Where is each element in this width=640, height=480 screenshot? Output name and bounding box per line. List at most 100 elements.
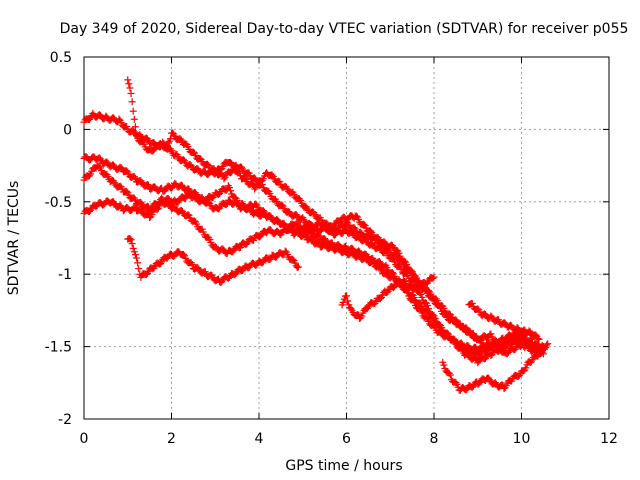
data-point [328, 239, 336, 247]
data-point [137, 177, 145, 185]
data-point [535, 335, 543, 343]
data-point [487, 330, 495, 338]
data-point [174, 198, 182, 206]
y-axis-label: SDTVAR / TECUs [6, 181, 22, 296]
data-point [241, 174, 249, 182]
data-point [131, 196, 139, 204]
data-point [522, 328, 530, 336]
data-point [110, 198, 118, 206]
data-point [397, 256, 405, 264]
data-point [315, 232, 323, 240]
data-point [405, 265, 413, 273]
data-point [130, 173, 138, 181]
data-point [290, 231, 298, 239]
x-tick-label: 6 [342, 431, 351, 447]
data-point [474, 359, 482, 367]
data-point [234, 168, 242, 176]
data-point [192, 192, 200, 200]
x-tick-labels: 0 2 4 6 8 10 12 [80, 431, 618, 447]
data-point [137, 199, 145, 207]
data-point [131, 251, 139, 259]
data-point [485, 374, 493, 382]
x-tick-label: 8 [430, 431, 439, 447]
data-point [376, 295, 384, 303]
data-point [194, 165, 202, 173]
data-point [124, 76, 132, 84]
data-point [225, 184, 233, 192]
data-point [159, 138, 167, 146]
data-point [344, 297, 352, 305]
data-point [176, 135, 184, 143]
data-point [248, 180, 256, 188]
x-tick-label: 2 [167, 431, 176, 447]
data-point [268, 171, 276, 179]
data-point [295, 195, 303, 203]
data-point [127, 236, 135, 244]
data-point [126, 235, 134, 243]
data-point [509, 332, 517, 340]
data-point [194, 264, 202, 272]
data-point [501, 319, 509, 327]
data-point [433, 297, 441, 305]
data-point [475, 380, 483, 388]
data-point [429, 274, 437, 282]
data-point [227, 158, 235, 166]
data-point [126, 84, 134, 92]
data-point [301, 224, 309, 232]
y-tick-label: 0 [63, 122, 72, 138]
data-point [544, 340, 552, 348]
data-point [123, 123, 131, 131]
data-point [460, 323, 468, 331]
data-point [222, 201, 230, 209]
data-point [399, 276, 407, 284]
data-point [538, 344, 546, 352]
data-point [302, 203, 310, 211]
data-point [125, 80, 133, 88]
data-point [227, 187, 235, 195]
data-point [164, 139, 172, 147]
data-points [80, 76, 552, 394]
data-point [245, 169, 253, 177]
data-point [233, 196, 241, 204]
data-point [468, 300, 476, 308]
data-point [432, 295, 440, 303]
data-point [274, 216, 282, 224]
data-point [350, 224, 358, 232]
data-point [157, 143, 165, 151]
x-axis-label: GPS time / hours [285, 458, 402, 474]
y-tick-labels: 0.5 0 -0.5 -1 -1.5 -2 [45, 50, 72, 428]
data-point [266, 256, 274, 264]
data-point [466, 328, 474, 336]
data-point [239, 266, 247, 274]
data-point [446, 311, 454, 319]
data-point [495, 316, 503, 324]
data-point [187, 259, 195, 267]
data-point [430, 273, 438, 281]
data-point [534, 335, 542, 343]
data-point [129, 244, 137, 252]
data-point [256, 233, 264, 241]
data-point [378, 239, 385, 247]
data-point [440, 361, 448, 369]
data-point [347, 305, 355, 313]
data-point [501, 336, 509, 344]
data-point [481, 344, 489, 352]
y-tick-label: -1.5 [45, 340, 72, 356]
data-point [135, 265, 143, 273]
data-point [360, 220, 368, 228]
data-point [501, 344, 509, 352]
data-point [128, 98, 136, 106]
data-point [123, 167, 131, 175]
data-point [123, 187, 131, 195]
data-point [422, 306, 430, 314]
data-point [481, 354, 489, 362]
data-point [180, 250, 188, 258]
data-point [321, 221, 329, 229]
x-tick-label: 4 [255, 431, 264, 447]
data-point [130, 115, 138, 123]
data-point [416, 299, 424, 307]
data-point [95, 162, 103, 170]
data-point [236, 243, 244, 251]
data-point [137, 206, 145, 214]
